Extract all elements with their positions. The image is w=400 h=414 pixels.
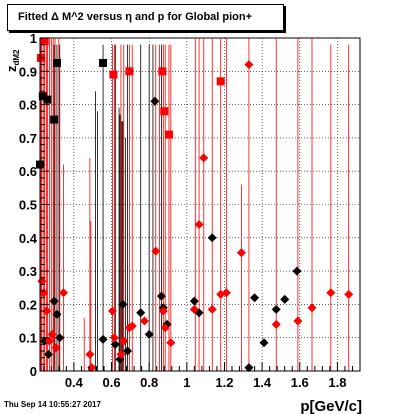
red-diamond-point [87, 363, 97, 373]
red-diamond-point [116, 349, 126, 359]
x-tick-label: 1.8 [328, 375, 346, 390]
black-diamond-point [43, 349, 53, 359]
x-tick-label: 1.4 [253, 375, 272, 390]
x-tick-label: 0.6 [102, 375, 120, 390]
red-diamond-point [160, 323, 170, 333]
black-square-point [99, 58, 108, 67]
red-diamond-point [271, 319, 281, 329]
y-tick-label: 0.4 [19, 231, 38, 246]
black-diamond-point [136, 308, 146, 318]
black-diamond-point [259, 338, 269, 348]
red-diamond-point [293, 316, 303, 326]
red-diamond-point [344, 289, 354, 299]
y-tick-label: 0.2 [19, 297, 37, 312]
black-diamond-point [280, 294, 290, 304]
red-diamond-point [236, 248, 246, 258]
black-diamond-point [250, 293, 260, 303]
black-diamond-point [123, 346, 133, 356]
red-diamond-point [326, 288, 336, 298]
y-tick-label: 0.1 [19, 331, 37, 346]
x-tick-label: 1 [183, 375, 190, 390]
red-diamond-point [307, 303, 317, 313]
y-tick-label: 0.3 [19, 264, 37, 279]
red-diamond-point [119, 336, 129, 346]
red-diamond-point [158, 306, 168, 316]
red-diamond-point [39, 288, 49, 298]
chart-title: Fitted Δ M^2 versus η and p for Global p… [18, 11, 253, 23]
black-diamond-point [55, 333, 65, 343]
y-tick-label: 0.9 [19, 64, 37, 79]
black-square-point [38, 92, 47, 101]
red-square-point [40, 37, 49, 46]
black-diamond-point [98, 334, 108, 344]
x-tick-label: 0.8 [140, 375, 158, 390]
black-diamond-point [189, 296, 199, 306]
red-diamond-point [221, 288, 231, 298]
red-diamond-point [59, 288, 69, 298]
red-diamond-point [189, 304, 199, 314]
y-axis-title-main: z [4, 65, 19, 72]
red-square-point [158, 67, 167, 76]
black-diamond-point [156, 291, 166, 301]
red-diamond-point [107, 306, 117, 316]
red-square-point [216, 77, 225, 86]
svg-text:zdM2: zdM2 [4, 49, 21, 72]
x-tick-label: 1.6 [291, 375, 309, 390]
y-tick-label: 0.5 [19, 198, 37, 213]
red-square-point [125, 67, 134, 76]
black-diamond-point [110, 339, 120, 349]
date-stamp: Thu Sep 14 10:55:27 2017 [4, 400, 101, 409]
black-diamond-point [144, 329, 154, 339]
red-diamond-point [85, 349, 95, 359]
y-tick-label: 0.8 [19, 98, 37, 113]
red-diamond-point [44, 336, 54, 346]
black-diamond-point [207, 233, 217, 243]
red-diamond-point [51, 343, 61, 353]
black-square-point [50, 115, 59, 124]
red-diamond-point [109, 333, 119, 343]
red-square-point [109, 70, 118, 79]
tick-labels: 0.4 0.6 0.8 1 1.2 1.4 1.6 1.8 0 0.1 0.2 0.3 0.4 0.5 0.… [19, 31, 347, 390]
axes [39, 37, 360, 372]
red-diamond-point [139, 316, 149, 326]
black-square-point [43, 95, 52, 104]
black-diamond-point [118, 299, 128, 309]
y-axis-title: zdM2 [4, 49, 21, 72]
red-diamond-point [194, 219, 204, 229]
x-tick-label: 0.4 [65, 375, 84, 390]
red-diamond-point [199, 153, 209, 163]
y-tick-label: 0 [30, 364, 37, 379]
red-diamond-point [47, 329, 57, 339]
red-square-point [160, 107, 169, 116]
y-tick-label: 1 [30, 31, 37, 46]
data-markers [36, 37, 354, 373]
red-diamond-point [207, 304, 217, 314]
red-diamond-point [42, 306, 52, 316]
title-box: Fitted Δ M^2 versus η and p for Global p… [7, 4, 284, 31]
black-diamond-point [271, 304, 281, 314]
red-diamond-point [244, 60, 254, 70]
black-diamond-point [40, 336, 50, 346]
red-diamond-point [151, 246, 161, 256]
black-diamond-point [150, 96, 160, 106]
black-diamond-point [292, 266, 302, 276]
red-diamond-point [166, 338, 176, 348]
black-diamond-point [52, 309, 62, 319]
x-tick-label: 1.2 [215, 375, 233, 390]
black-diamond-point [49, 296, 59, 306]
y-axis-title-sub: dM2 [12, 49, 21, 66]
y-tick-label: 0.6 [19, 164, 37, 179]
black-square-point [52, 58, 61, 67]
x-axis-title: p[GeV/c] [300, 398, 362, 414]
red-square-point [164, 130, 173, 139]
y-tick-label: 0.7 [19, 131, 37, 146]
red-diamond-point [127, 321, 137, 331]
